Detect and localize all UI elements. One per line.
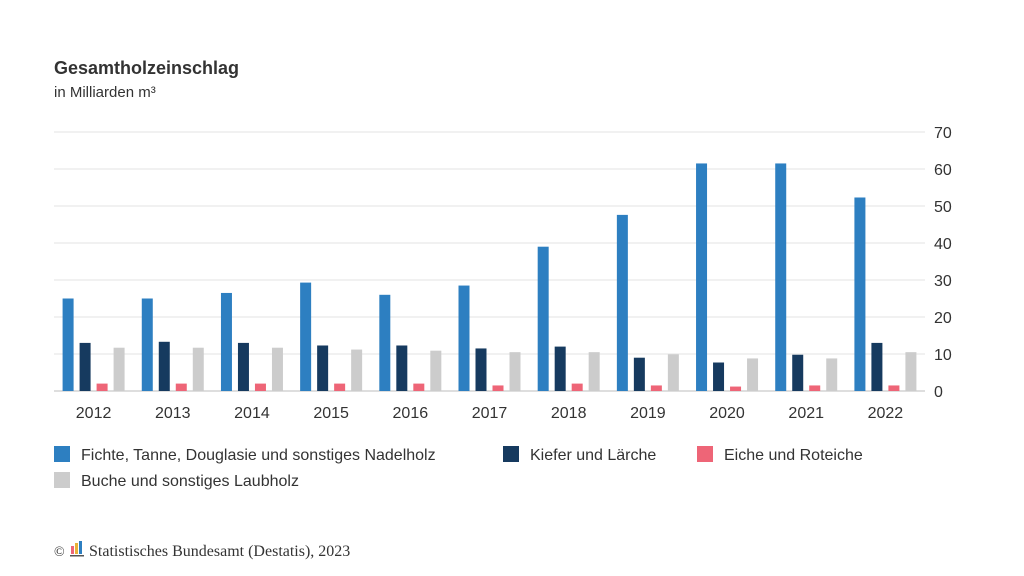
- bar-2014-series-2: [237, 342, 249, 391]
- chart-title: Gesamtholzeinschlag: [54, 58, 239, 78]
- logo-bar: [79, 541, 82, 554]
- y-tick-label: 20: [934, 310, 952, 327]
- bar-2020-series-3: [730, 386, 742, 391]
- bar-2017-series-3: [492, 385, 504, 391]
- source-text: Statistisches Bundesamt (Destatis), 2023: [89, 543, 350, 560]
- y-tick-label: 30: [934, 273, 952, 290]
- x-tick-label: 2020: [709, 405, 745, 422]
- legend-label: Buche und sonstiges Laubholz: [81, 473, 299, 490]
- source-footer: © Statistisches Bundesamt (Destatis), 20…: [54, 541, 350, 560]
- x-tick-label: 2013: [155, 405, 191, 422]
- bar-2018-series-4: [588, 352, 600, 391]
- legend-label: Eiche und Roteiche: [724, 447, 863, 464]
- legend-swatch: [54, 472, 70, 488]
- bar-2013-series-4: [192, 347, 204, 391]
- bar-2014-series-1: [220, 292, 232, 391]
- bar-2021-series-3: [809, 385, 821, 391]
- bar-2012-series-3: [96, 383, 108, 391]
- bar-2021-series-4: [826, 358, 838, 391]
- bar-2015-series-2: [317, 345, 329, 391]
- bar-2016-series-1: [379, 294, 391, 391]
- legend-label: Kiefer und Lärche: [530, 447, 656, 464]
- y-axis: 0 10 20 30 40 50 60 70: [934, 125, 952, 401]
- legend-swatch: [503, 446, 519, 462]
- x-tick-label: 2015: [313, 405, 349, 422]
- bar-2012-series-1: [62, 298, 74, 391]
- copyright-symbol: ©: [54, 545, 65, 560]
- bar-2016-series-4: [430, 350, 442, 391]
- bar-2022-series-4: [905, 352, 917, 391]
- bar-2013-series-1: [141, 298, 153, 391]
- x-tick-label: 2022: [868, 405, 904, 422]
- legend-label: Fichte, Tanne, Douglasie und sonstiges N…: [81, 447, 436, 464]
- bar-2012-series-4: [113, 347, 125, 391]
- y-tick-label: 40: [934, 236, 952, 253]
- bar-2022-series-2: [871, 342, 883, 391]
- bar-2019-series-1: [616, 214, 628, 391]
- bar-2014-series-3: [254, 383, 266, 391]
- y-tick-label: 10: [934, 347, 952, 364]
- bar-2021-series-2: [792, 354, 804, 391]
- legend-swatch: [697, 446, 713, 462]
- legend-swatch: [54, 446, 70, 462]
- chart-subtitle: in Milliarden m³: [54, 84, 156, 101]
- x-tick-label: 2012: [76, 405, 112, 422]
- bar-2021-series-1: [775, 163, 787, 391]
- bar-2020-series-2: [713, 362, 725, 391]
- bar-2015-series-3: [334, 383, 346, 391]
- bar-2013-series-2: [158, 341, 170, 391]
- bar-2017-series-1: [458, 285, 470, 391]
- bar-2019-series-2: [633, 357, 645, 391]
- logo-bar: [71, 546, 74, 554]
- x-tick-label: 2014: [234, 405, 270, 422]
- legend: Fichte, Tanne, Douglasie und sonstiges N…: [54, 446, 863, 490]
- x-tick-label: 2019: [630, 405, 666, 422]
- y-tick-label: 60: [934, 162, 952, 179]
- bar-2017-series-4: [509, 352, 521, 391]
- logo-base: [70, 555, 84, 557]
- bar-2020-series-1: [696, 163, 708, 391]
- y-tick-label: 50: [934, 199, 952, 216]
- x-tick-label: 2017: [472, 405, 508, 422]
- bar-2013-series-3: [175, 383, 187, 391]
- bar-2018-series-1: [537, 246, 549, 391]
- destatis-logo-icon: [70, 541, 84, 557]
- bar-2019-series-3: [650, 385, 662, 391]
- x-tick-label: 2021: [788, 405, 824, 422]
- y-tick-label: 70: [934, 125, 952, 142]
- bar-2015-series-4: [351, 349, 363, 391]
- y-tick-label: 0: [934, 384, 943, 401]
- bars: [62, 163, 917, 391]
- bar-2015-series-1: [300, 282, 312, 391]
- bar-2022-series-3: [888, 385, 900, 391]
- x-tick-label: 2018: [551, 405, 587, 422]
- bar-2018-series-3: [571, 383, 583, 391]
- bar-2017-series-2: [475, 348, 487, 391]
- gridlines: [54, 131, 925, 392]
- x-tick-label: 2016: [393, 405, 429, 422]
- bar-2022-series-1: [854, 197, 866, 391]
- bar-2016-series-3: [413, 383, 425, 391]
- bar-2018-series-2: [554, 346, 566, 391]
- bar-2020-series-4: [747, 358, 759, 391]
- logo-bar: [75, 543, 78, 554]
- bar-2014-series-4: [271, 347, 283, 391]
- x-axis: 2012 2013 2014 2015 2016 2017 2018 2019 2020 2021…: [76, 405, 904, 422]
- bar-2019-series-4: [667, 354, 679, 391]
- bar-2016-series-2: [396, 345, 408, 391]
- bar-2012-series-2: [79, 342, 91, 391]
